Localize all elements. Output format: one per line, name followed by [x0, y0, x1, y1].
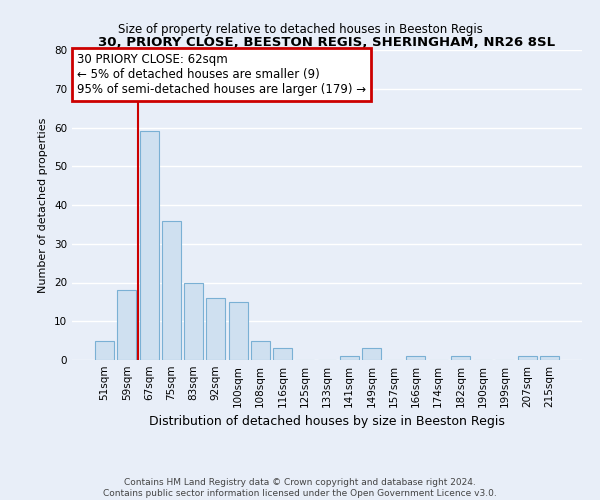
Y-axis label: Number of detached properties: Number of detached properties: [38, 118, 49, 292]
Title: 30, PRIORY CLOSE, BEESTON REGIS, SHERINGHAM, NR26 8SL: 30, PRIORY CLOSE, BEESTON REGIS, SHERING…: [98, 36, 556, 49]
Bar: [406, 356, 425, 360]
Bar: [184, 282, 203, 360]
Bar: [251, 340, 270, 360]
Bar: [229, 302, 248, 360]
Text: 30 PRIORY CLOSE: 62sqm
← 5% of detached houses are smaller (9)
95% of semi-detac: 30 PRIORY CLOSE: 62sqm ← 5% of detached …: [77, 53, 366, 96]
Text: Contains HM Land Registry data © Crown copyright and database right 2024.
Contai: Contains HM Land Registry data © Crown c…: [103, 478, 497, 498]
Bar: [140, 132, 158, 360]
Bar: [518, 356, 536, 360]
Text: Size of property relative to detached houses in Beeston Regis: Size of property relative to detached ho…: [118, 22, 482, 36]
Bar: [340, 356, 359, 360]
Bar: [162, 220, 181, 360]
Bar: [451, 356, 470, 360]
Bar: [540, 356, 559, 360]
Bar: [118, 290, 136, 360]
Bar: [273, 348, 292, 360]
Bar: [95, 340, 114, 360]
Bar: [206, 298, 225, 360]
X-axis label: Distribution of detached houses by size in Beeston Regis: Distribution of detached houses by size …: [149, 416, 505, 428]
Bar: [362, 348, 381, 360]
